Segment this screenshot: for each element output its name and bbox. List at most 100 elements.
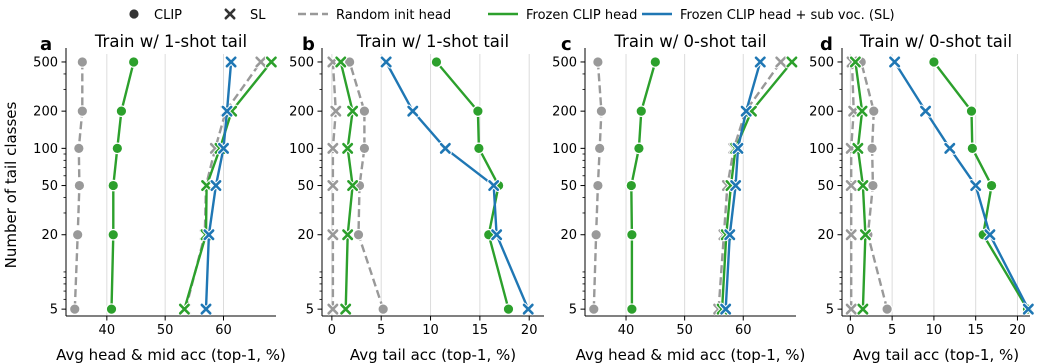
x-tick-label: 10 [422,323,439,338]
y-tick-label: 200 [552,105,577,120]
x-tick-label: 50 [676,323,693,338]
data-point-random-init-head-clip [352,228,365,241]
y-tick-label: 500 [809,55,834,70]
series-line-frozen-clip-head-sl [183,61,273,310]
data-point-frozen-clip-head-clip [127,56,140,68]
legend-marker-sl [223,7,237,21]
y-tick-label: 200 [33,105,58,120]
data-point-frozen-clip-head-clip [111,142,124,155]
data-point-frozen-clip-head-sub-voc-sl-sl [490,228,504,242]
series-line-frozen-clip-head-sub-voc-sl-sl [385,61,530,310]
data-point-random-init-head-sl [329,104,343,118]
series-line-frozen-clip-head-clip [110,61,135,310]
data-point-random-init-head-sl [326,141,340,155]
y-tick-label: 5 [50,303,58,318]
legend-label: CLIP [154,8,182,23]
data-point-frozen-clip-head-sub-voc-sl-sl [729,179,743,193]
data-point-frozen-clip-head-sub-voc-sl-sl [723,228,737,242]
data-point-random-init-head-clip [73,179,86,192]
x-tick-label: 40 [618,323,635,338]
panel-title: Train w/ 1-shot tail [94,32,247,51]
series-random-init-head-sl [326,55,343,316]
data-point-random-init-head-clip [593,142,606,155]
data-point-frozen-clip-head-sl [200,179,214,193]
x-axis-label: Avg head & mid acc (top-1, %) [576,346,806,364]
data-point-random-init-head-clip [358,142,371,155]
data-point-frozen-clip-head-sub-voc-sl-sl [969,179,983,193]
series-line-frozen-clip-head-sl [720,61,793,310]
data-point-random-init-head-clip [592,179,604,192]
data-point-random-init-head-clip [867,105,880,117]
data-point-random-init-head-sl [774,55,788,69]
legend: CLIP SL Random init head Frozen CLIP head Fr… [128,7,895,23]
data-point-frozen-clip-head-sub-voc-sl-sl [224,55,238,69]
x-axis-label: Avg tail acc (top-1, %) [350,346,516,364]
data-point-frozen-clip-head-clip [626,303,638,315]
series-line-random-init-head-clip [592,61,603,310]
data-point-frozen-clip-head-sub-voc-sl-sl [753,55,767,69]
series-frozen-clip-head-clip [105,56,140,315]
series-line-frozen-clip-head-sl [339,61,354,310]
y-tick-label: 50 [560,179,577,194]
data-point-random-init-head-clip [587,303,600,315]
series-line-random-init-head-clip [348,61,385,310]
data-point-random-init-head-sl [326,228,340,242]
data-point-frozen-clip-head-sub-voc-sl-sl [943,141,957,155]
series-frozen-clip-head-sub-voc-sl-sl [719,55,767,316]
data-point-random-init-head-sl [844,302,858,316]
series-random-init-head-sl [844,55,861,316]
y-tick-label: 100 [289,142,314,157]
data-point-frozen-clip-head-sub-voc-sl-sl [888,55,902,69]
x-tick-label: 60 [215,323,232,338]
data-point-random-init-head-clip [343,56,356,68]
data-point-random-init-head-clip [590,228,602,241]
series-frozen-clip-head-sub-voc-sl-sl [379,55,535,316]
series-line-frozen-clip-head-clip [630,61,657,310]
x-tick-label: 0 [328,323,336,338]
y-tick-label: 5 [306,303,314,318]
data-point-random-init-head-clip [881,303,893,315]
data-point-frozen-clip-head-sub-voc-sl-sl [406,104,420,118]
series-line-frozen-clip-head-clip [932,61,1029,310]
data-point-frozen-clip-head-sub-voc-sl-sl [438,141,452,155]
panel-a: 5 20 50 100 200 500 40 50 60 Train w/ 1-shot tail… [33,32,286,364]
y-tick-label: 500 [289,55,314,70]
series-frozen-clip-head-clip [928,56,1034,315]
y-tick-label: 20 [560,228,577,243]
x-tick-label: 20 [1009,323,1026,338]
data-point-random-init-head-clip [592,56,604,68]
data-point-random-init-head-clip [866,142,878,155]
panel-c: 5 20 50 100 200 500 40 50 60 Train w/ 0-shot tail… [552,32,805,364]
data-point-frozen-clip-head-clip [985,179,998,192]
data-point-frozen-clip-head-clip [473,142,485,155]
x-tick-label: 50 [157,323,174,338]
x-tick-label: 0 [846,323,854,338]
data-point-frozen-clip-head-sub-voc-sl-sl [487,179,501,193]
series-frozen-clip-head-clip [625,56,662,315]
data-point-frozen-clip-head-sl [785,55,799,69]
series-line-frozen-clip-head-sub-voc-sl-sl [893,61,1030,310]
data-point-frozen-clip-head-clip [472,105,484,117]
y-tick-label: 200 [289,105,314,120]
data-point-frozen-clip-head-sl [856,302,870,316]
data-point-frozen-clip-head-sub-voc-sl-sl [209,179,223,193]
legend-item-frozen-clip-head-sub-voc-sl: Frozen CLIP head + sub voc. (SL) [642,8,895,23]
data-point-frozen-clip-head-sl [264,55,278,69]
data-point-frozen-clip-head-sl [855,104,869,118]
legend-item-random-init-head: Random init head [298,8,451,23]
series-frozen-clip-head-sub-voc-sl-sl [888,55,1035,316]
data-point-frozen-clip-head-sub-voc-sl-sl [217,141,230,155]
series-line-random-init-head-sl [331,61,337,310]
data-point-frozen-clip-head-sl [177,302,191,316]
y-tick-label: 500 [552,55,577,70]
x-axis-label: Avg head & mid acc (top-1, %) [56,346,286,364]
data-point-frozen-clip-head-clip [649,56,662,68]
legend-label: SL [250,8,266,23]
x-tick-label: 5 [377,323,385,338]
data-point-frozen-clip-head-clip [105,303,118,315]
data-point-random-init-head-sl [326,302,340,316]
data-point-frozen-clip-head-clip [625,179,638,192]
y-tick-label: 20 [817,228,834,243]
